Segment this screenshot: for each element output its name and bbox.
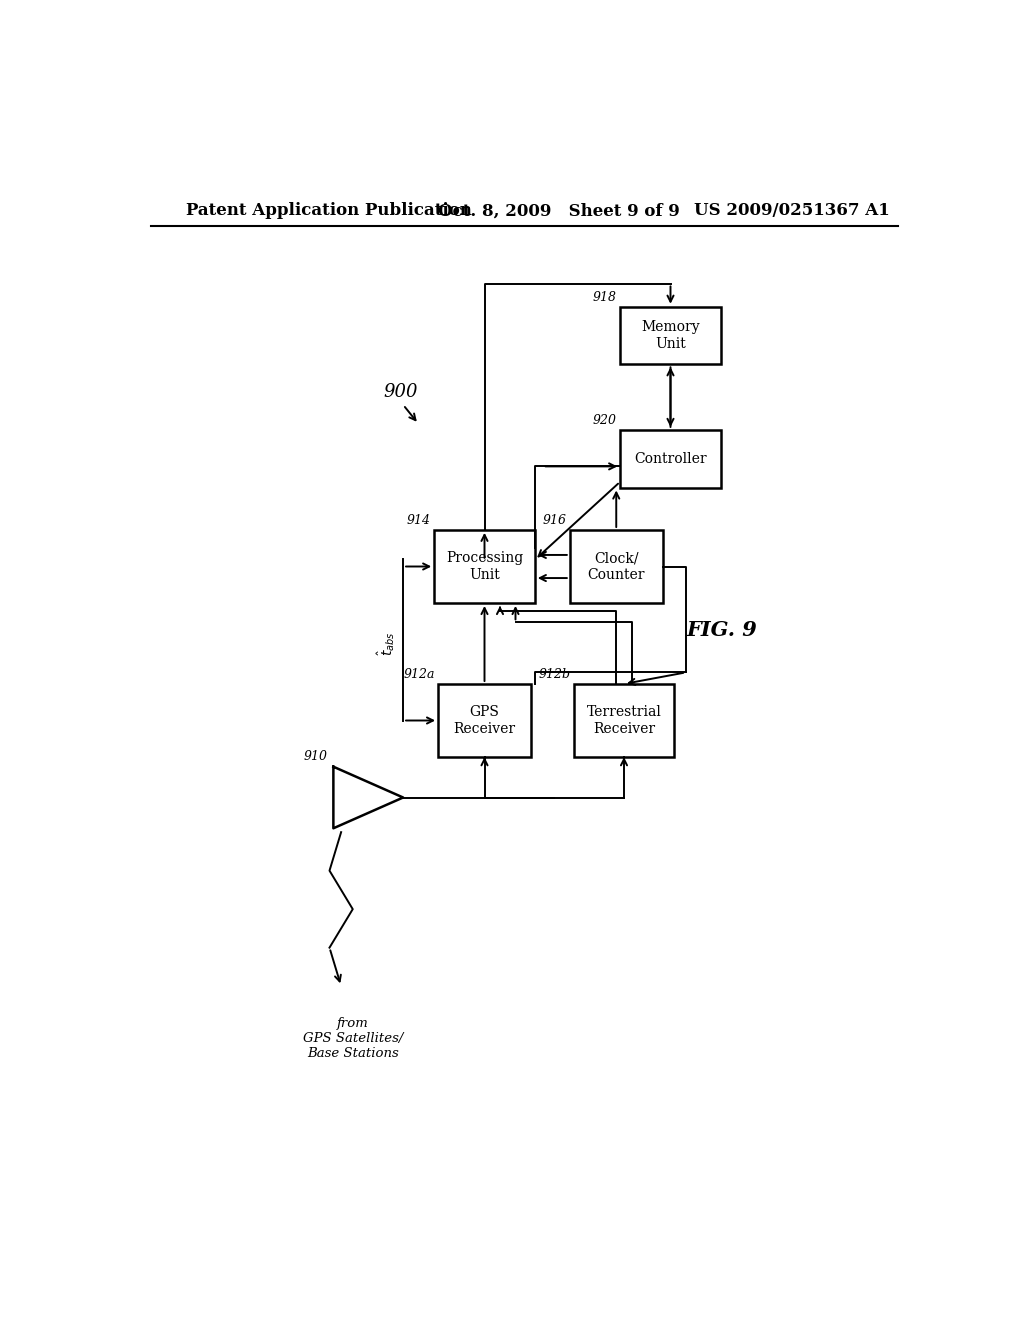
Bar: [621, 430, 721, 487]
Text: from
GPS Satellites/
Base Stations: from GPS Satellites/ Base Stations: [302, 1016, 402, 1060]
Bar: [438, 684, 531, 758]
Text: GPS
Receiver: GPS Receiver: [454, 705, 515, 735]
Text: 918: 918: [593, 290, 617, 304]
Bar: [621, 306, 721, 364]
Text: Memory
Unit: Memory Unit: [641, 321, 699, 351]
Text: 910: 910: [303, 750, 328, 763]
Text: 920: 920: [593, 413, 617, 426]
Text: 914: 914: [407, 513, 431, 527]
Bar: [434, 529, 535, 603]
Text: Controller: Controller: [634, 451, 707, 466]
Text: Processing
Unit: Processing Unit: [445, 552, 523, 582]
Text: $\hat{t}_{abs}$: $\hat{t}_{abs}$: [375, 631, 397, 656]
Bar: [573, 684, 675, 758]
Text: Oct. 8, 2009   Sheet 9 of 9: Oct. 8, 2009 Sheet 9 of 9: [438, 202, 680, 219]
Text: 916: 916: [543, 513, 566, 527]
Bar: [569, 529, 663, 603]
Text: Clock/
Counter: Clock/ Counter: [588, 552, 645, 582]
Text: 912b: 912b: [539, 668, 570, 681]
Text: US 2009/0251367 A1: US 2009/0251367 A1: [693, 202, 890, 219]
Text: 900: 900: [384, 383, 418, 401]
Text: 912a: 912a: [403, 668, 435, 681]
Text: Patent Application Publication: Patent Application Publication: [186, 202, 472, 219]
Text: Terrestrial
Receiver: Terrestrial Receiver: [587, 705, 662, 735]
Text: FIG. 9: FIG. 9: [686, 620, 757, 640]
